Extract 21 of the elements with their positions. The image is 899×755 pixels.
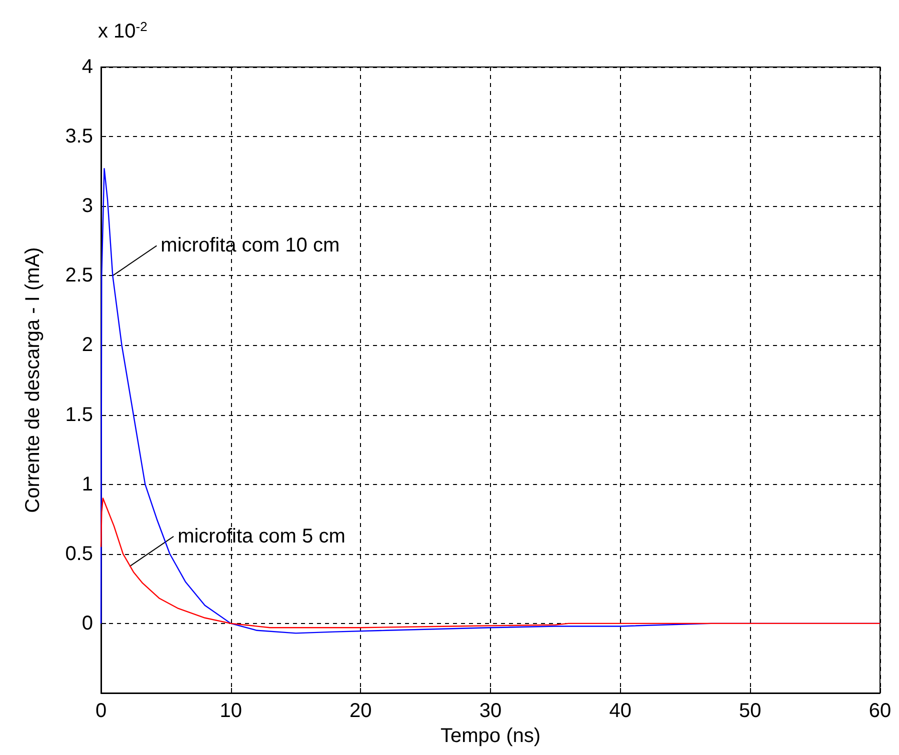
y-tick-label: 3	[82, 195, 93, 218]
x-tick-label: 40	[609, 700, 632, 722]
y-tick-label: 2	[82, 334, 93, 356]
y-tick-label: 3.5	[65, 126, 93, 148]
annotation: microfita com 10 cm	[160, 234, 340, 257]
y-tick-label: 1.5	[65, 404, 93, 426]
y-tick-label: 1	[82, 473, 93, 496]
y-axis-title: Corrente de descarga - I (mA)	[22, 247, 44, 513]
x-tick-label: 30	[479, 700, 502, 722]
y-tick-label: 4	[82, 56, 93, 78]
y-tick-label: 0.5	[65, 542, 93, 565]
line-series	[100, 498, 881, 628]
y-tick-label: 2.5	[65, 264, 93, 287]
y-tick-label: 0	[82, 612, 93, 634]
x-axis-title: Tempo (ns)	[440, 724, 541, 747]
x-tick-label: 20	[350, 700, 372, 722]
x-tick-label: 60	[868, 700, 892, 722]
x-tick-label: 0	[95, 700, 107, 722]
x-tick-label: 10	[220, 700, 242, 722]
x-tick-label: 50	[739, 700, 762, 722]
annotation: microfita com 5 cm	[178, 525, 346, 548]
